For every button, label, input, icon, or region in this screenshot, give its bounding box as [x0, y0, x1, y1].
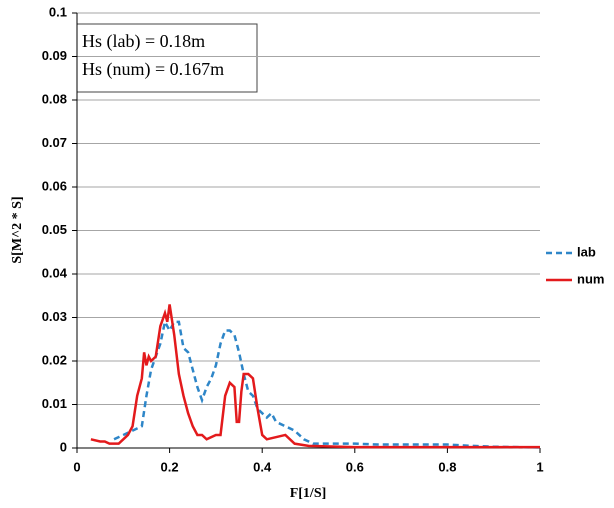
annotation-box [76, 23, 258, 93]
annotation: Hs (num) = 0.167m [82, 59, 224, 80]
x-axis-title: F[1/S] [290, 486, 327, 501]
y-tick-label: 0.09 [42, 48, 67, 63]
y-tick-label: 0.07 [42, 135, 67, 150]
x-tick-label: 0.8 [438, 459, 456, 474]
y-tick-label: 0 [60, 439, 67, 454]
x-tick-label: 0.4 [253, 459, 272, 474]
legend-label: num [577, 271, 604, 286]
x-tick-label: 0.2 [161, 459, 179, 474]
annotation: Hs (lab) = 0.18m [82, 31, 205, 52]
x-tick-label: 0 [73, 459, 80, 474]
y-tick-label: 0.04 [42, 265, 68, 280]
y-tick-label: 0.01 [42, 396, 67, 411]
x-tick-label: 0.6 [346, 459, 364, 474]
series-line [113, 318, 541, 449]
legend-label: lab [577, 244, 596, 259]
y-tick-label: 0.1 [49, 4, 67, 19]
y-tick-label: 0.03 [42, 309, 67, 324]
y-tick-label: 0.06 [42, 178, 67, 193]
y-axis-title: S[M^2 * S] [10, 196, 25, 263]
y-tick-label: 0.02 [42, 352, 67, 367]
x-tick-label: 1 [536, 459, 543, 474]
y-tick-label: 0.05 [42, 222, 67, 237]
y-tick-label: 0.08 [42, 91, 67, 106]
series-line [90, 304, 540, 449]
